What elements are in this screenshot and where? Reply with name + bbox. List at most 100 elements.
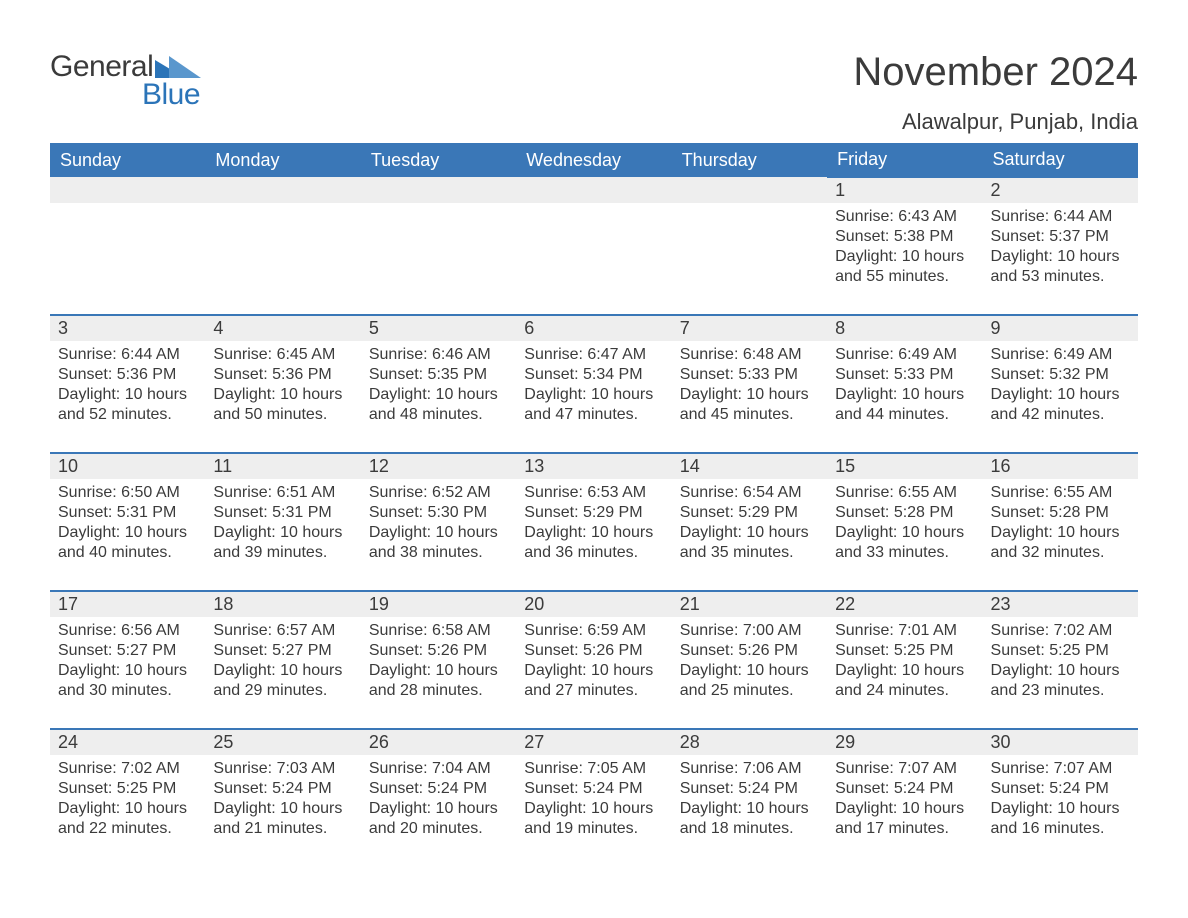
daylight-line: Daylight: 10 hours and 18 minutes. (680, 799, 819, 839)
daylight-line: Daylight: 10 hours and 50 minutes. (213, 385, 352, 425)
column-header: Monday (205, 143, 360, 177)
day-number: 22 (827, 592, 982, 617)
calendar-day-cell: 6Sunrise: 6:47 AMSunset: 5:34 PMDaylight… (516, 315, 671, 453)
day-number: 29 (827, 730, 982, 755)
calendar-day-cell: 16Sunrise: 6:55 AMSunset: 5:28 PMDayligh… (983, 453, 1138, 591)
day-details: Sunrise: 6:44 AMSunset: 5:37 PMDaylight:… (983, 203, 1138, 293)
daylight-line: Daylight: 10 hours and 52 minutes. (58, 385, 197, 425)
daylight-line: Daylight: 10 hours and 35 minutes. (680, 523, 819, 563)
location: Alawalpur, Punjab, India (853, 109, 1138, 135)
sunrise-line: Sunrise: 7:00 AM (680, 621, 819, 641)
calendar-day-cell: 26Sunrise: 7:04 AMSunset: 5:24 PMDayligh… (361, 729, 516, 867)
day-details: Sunrise: 6:49 AMSunset: 5:32 PMDaylight:… (983, 341, 1138, 431)
sunrise-line: Sunrise: 6:52 AM (369, 483, 508, 503)
day-details: Sunrise: 7:01 AMSunset: 5:25 PMDaylight:… (827, 617, 982, 707)
sunset-line: Sunset: 5:32 PM (991, 365, 1130, 385)
sunrise-line: Sunrise: 7:02 AM (991, 621, 1130, 641)
calendar-day-cell: 21Sunrise: 7:00 AMSunset: 5:26 PMDayligh… (672, 591, 827, 729)
logo-word-1: General (50, 50, 153, 84)
sunrise-line: Sunrise: 7:06 AM (680, 759, 819, 779)
calendar-week-row: 3Sunrise: 6:44 AMSunset: 5:36 PMDaylight… (50, 315, 1138, 453)
daylight-line: Daylight: 10 hours and 16 minutes. (991, 799, 1130, 839)
logo-triangle-icon (155, 56, 201, 78)
sunset-line: Sunset: 5:35 PM (369, 365, 508, 385)
calendar-day-cell: 2Sunrise: 6:44 AMSunset: 5:37 PMDaylight… (983, 177, 1138, 315)
daylight-line: Daylight: 10 hours and 30 minutes. (58, 661, 197, 701)
column-header: Friday (827, 143, 982, 177)
calendar-day-cell: 25Sunrise: 7:03 AMSunset: 5:24 PMDayligh… (205, 729, 360, 867)
sunrise-line: Sunrise: 6:44 AM (58, 345, 197, 365)
daylight-line: Daylight: 10 hours and 42 minutes. (991, 385, 1130, 425)
sunrise-line: Sunrise: 6:49 AM (835, 345, 974, 365)
calendar-table: SundayMondayTuesdayWednesdayThursdayFrid… (50, 143, 1138, 867)
sunrise-line: Sunrise: 7:01 AM (835, 621, 974, 641)
sunrise-line: Sunrise: 6:46 AM (369, 345, 508, 365)
calendar-header-row: SundayMondayTuesdayWednesdayThursdayFrid… (50, 143, 1138, 177)
day-number: 27 (516, 730, 671, 755)
day-number: 13 (516, 454, 671, 479)
day-details: Sunrise: 6:53 AMSunset: 5:29 PMDaylight:… (516, 479, 671, 569)
sunset-line: Sunset: 5:24 PM (524, 779, 663, 799)
sunset-line: Sunset: 5:33 PM (680, 365, 819, 385)
sunset-line: Sunset: 5:31 PM (213, 503, 352, 523)
logo-word-2: Blue (142, 78, 201, 112)
calendar-empty-cell (50, 177, 205, 315)
day-details: Sunrise: 7:02 AMSunset: 5:25 PMDaylight:… (50, 755, 205, 845)
day-number: 11 (205, 454, 360, 479)
calendar-day-cell: 12Sunrise: 6:52 AMSunset: 5:30 PMDayligh… (361, 453, 516, 591)
day-details: Sunrise: 6:50 AMSunset: 5:31 PMDaylight:… (50, 479, 205, 569)
day-number: 1 (827, 178, 982, 203)
calendar-day-cell: 23Sunrise: 7:02 AMSunset: 5:25 PMDayligh… (983, 591, 1138, 729)
sunset-line: Sunset: 5:36 PM (213, 365, 352, 385)
day-details: Sunrise: 6:58 AMSunset: 5:26 PMDaylight:… (361, 617, 516, 707)
column-header: Sunday (50, 143, 205, 177)
sunset-line: Sunset: 5:25 PM (835, 641, 974, 661)
sunset-line: Sunset: 5:26 PM (680, 641, 819, 661)
calendar-empty-cell (516, 177, 671, 315)
daylight-line: Daylight: 10 hours and 21 minutes. (213, 799, 352, 839)
sunset-line: Sunset: 5:28 PM (835, 503, 974, 523)
day-number: 14 (672, 454, 827, 479)
daylight-line: Daylight: 10 hours and 36 minutes. (524, 523, 663, 563)
day-details: Sunrise: 7:05 AMSunset: 5:24 PMDaylight:… (516, 755, 671, 845)
sunset-line: Sunset: 5:31 PM (58, 503, 197, 523)
calendar-day-cell: 14Sunrise: 6:54 AMSunset: 5:29 PMDayligh… (672, 453, 827, 591)
column-header: Thursday (672, 143, 827, 177)
daylight-line: Daylight: 10 hours and 25 minutes. (680, 661, 819, 701)
sunrise-line: Sunrise: 6:58 AM (369, 621, 508, 641)
day-number: 7 (672, 316, 827, 341)
day-number: 16 (983, 454, 1138, 479)
column-header: Saturday (983, 143, 1138, 177)
sunrise-line: Sunrise: 7:04 AM (369, 759, 508, 779)
calendar-day-cell: 24Sunrise: 7:02 AMSunset: 5:25 PMDayligh… (50, 729, 205, 867)
daylight-line: Daylight: 10 hours and 39 minutes. (213, 523, 352, 563)
day-details: Sunrise: 7:07 AMSunset: 5:24 PMDaylight:… (827, 755, 982, 845)
sunrise-line: Sunrise: 7:07 AM (835, 759, 974, 779)
day-number: 23 (983, 592, 1138, 617)
day-details: Sunrise: 6:44 AMSunset: 5:36 PMDaylight:… (50, 341, 205, 431)
daylight-line: Daylight: 10 hours and 55 minutes. (835, 247, 974, 287)
title-block: November 2024 Alawalpur, Punjab, India (853, 50, 1138, 135)
sunrise-line: Sunrise: 6:48 AM (680, 345, 819, 365)
calendar-week-row: 17Sunrise: 6:56 AMSunset: 5:27 PMDayligh… (50, 591, 1138, 729)
day-number: 21 (672, 592, 827, 617)
daylight-line: Daylight: 10 hours and 27 minutes. (524, 661, 663, 701)
calendar-empty-cell (205, 177, 360, 315)
empty-daynum-strip (205, 177, 360, 203)
sunrise-line: Sunrise: 6:54 AM (680, 483, 819, 503)
sunset-line: Sunset: 5:25 PM (58, 779, 197, 799)
sunrise-line: Sunrise: 6:51 AM (213, 483, 352, 503)
sunrise-line: Sunrise: 7:02 AM (58, 759, 197, 779)
sunrise-line: Sunrise: 6:55 AM (835, 483, 974, 503)
day-number: 6 (516, 316, 671, 341)
sunrise-line: Sunrise: 6:43 AM (835, 207, 974, 227)
calendar-day-cell: 10Sunrise: 6:50 AMSunset: 5:31 PMDayligh… (50, 453, 205, 591)
day-details: Sunrise: 6:46 AMSunset: 5:35 PMDaylight:… (361, 341, 516, 431)
calendar-day-cell: 22Sunrise: 7:01 AMSunset: 5:25 PMDayligh… (827, 591, 982, 729)
calendar-week-row: 10Sunrise: 6:50 AMSunset: 5:31 PMDayligh… (50, 453, 1138, 591)
column-header: Wednesday (516, 143, 671, 177)
daylight-line: Daylight: 10 hours and 24 minutes. (835, 661, 974, 701)
daylight-line: Daylight: 10 hours and 38 minutes. (369, 523, 508, 563)
calendar-day-cell: 3Sunrise: 6:44 AMSunset: 5:36 PMDaylight… (50, 315, 205, 453)
day-details: Sunrise: 7:00 AMSunset: 5:26 PMDaylight:… (672, 617, 827, 707)
